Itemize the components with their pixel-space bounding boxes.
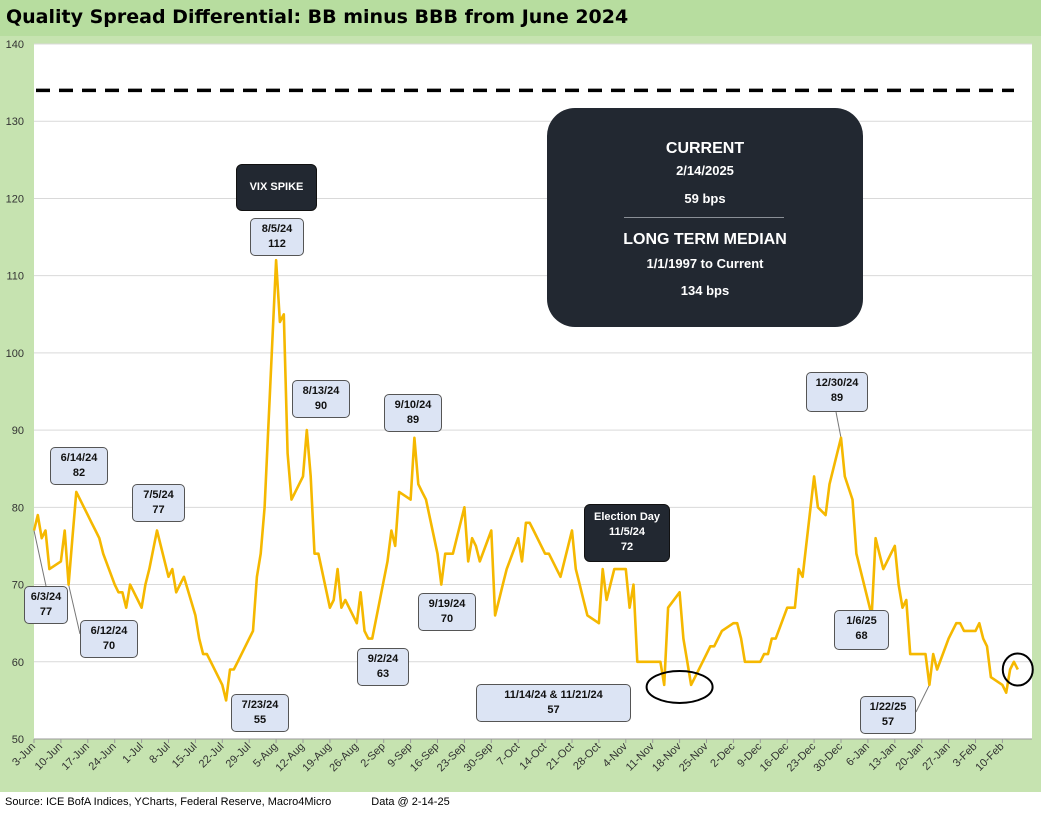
x-tick-label: 10-Jun <box>33 741 65 773</box>
x-tick-label: 22-Jul <box>197 741 227 771</box>
x-tick-label: 1-Jul <box>120 741 145 766</box>
ellipse-nov-lows <box>645 669 714 704</box>
y-tick-label: 50 <box>12 734 24 746</box>
x-tick-label: 23-Sep <box>435 741 469 775</box>
callout-9-2-24: 9/2/24 63 <box>357 648 409 686</box>
callout-6-3-24: 6/3/24 77 <box>24 586 68 624</box>
ellipse-current <box>1001 652 1034 687</box>
callout-12-30-24: 12/30/24 89 <box>806 372 868 412</box>
current-heading: CURRENT <box>665 140 745 157</box>
callout-7-5-24: 7/5/24 77 <box>132 484 185 522</box>
callout-8-5-24: 8/5/24 112 <box>250 218 304 256</box>
callout-8-13-24: 8/13/24 90 <box>292 380 350 418</box>
x-tick-label: 21-Oct <box>544 741 576 773</box>
leader-line <box>915 684 930 713</box>
summary-box: CURRENT 2/14/2025 59 bps LONG TERM MEDIA… <box>547 108 863 327</box>
gridlines <box>34 43 1032 740</box>
x-tick-label: 17-Jun <box>60 741 92 773</box>
current-date: 2/14/2025 <box>676 163 734 178</box>
x-tick-label: 14-Oct <box>517 741 549 773</box>
source-note: Source: ICE BofA Indices, YCharts, Feder… <box>5 796 332 808</box>
callout-6-12-24: 6/12/24 70 <box>80 620 138 658</box>
y-tick-label: 80 <box>12 502 24 514</box>
x-tick-label: 10-Feb <box>973 741 1006 774</box>
election-title: Election Day <box>593 511 661 523</box>
callout-9-10-24: 9/10/24 89 <box>384 394 442 432</box>
current-value: 59 bps <box>684 191 726 206</box>
callout-leaders <box>33 411 930 713</box>
y-tick-label: 60 <box>12 657 24 669</box>
x-tick-label: 30-Dec <box>812 740 846 774</box>
election-day-callout: Election Day 11/5/24 72 <box>584 504 670 562</box>
leader-line <box>33 530 47 587</box>
x-tick-label: 19-Aug <box>300 741 334 775</box>
x-tick-label: 24-Jun <box>87 741 119 773</box>
x-tick-label: 29-Jul <box>224 741 254 771</box>
data-date-note: Data @ 2-14-25 <box>371 796 450 808</box>
median-heading: LONG TERM MEDIAN <box>623 231 787 248</box>
median-value: 134 bps <box>680 283 730 298</box>
election-date: 11/5/24 <box>608 526 646 538</box>
y-tick-label: 130 <box>6 116 24 128</box>
median-range: 1/1/1997 to Current <box>646 256 764 271</box>
callout-1-22-25: 1/22/25 57 <box>860 696 916 734</box>
y-tick-label: 110 <box>6 271 24 283</box>
y-tick-label: 120 <box>6 193 24 205</box>
callout-11-14-24: 11/14/24 & 11/21/24 57 <box>476 684 631 722</box>
x-tick-label: 18-Nov <box>650 740 684 774</box>
y-tick-label: 70 <box>12 580 24 592</box>
x-tick-label: 15-Jul <box>170 741 200 771</box>
x-tick-label: 26-Aug <box>327 741 361 775</box>
vix-spike-label: VIX SPIKE <box>236 164 317 211</box>
x-tick-label: 2-Dec <box>708 740 738 770</box>
callout-7-23-24: 7/23/24 55 <box>231 694 289 732</box>
x-tick-label: 13-Jan <box>867 741 899 773</box>
callout-1-6-25: 1/6/25 68 <box>834 610 889 650</box>
y-tick-label: 90 <box>12 425 24 437</box>
y-tick-label: 140 <box>6 39 24 51</box>
x-tick-label: 12-Aug <box>274 741 308 775</box>
x-tick-label: 28-Oct <box>571 741 603 773</box>
x-tick-label: 16-Sep <box>408 741 442 775</box>
x-tick-label: 20-Jan <box>894 741 926 773</box>
summary-divider <box>624 217 784 218</box>
leader-line <box>835 411 842 438</box>
y-tick-label: 100 <box>6 348 24 360</box>
x-tick-label: 23-Dec <box>785 740 819 774</box>
title-bar: Quality Spread Differential: BB minus BB… <box>0 0 1041 36</box>
x-tick-label: 25-Nov <box>677 740 711 774</box>
series-line <box>32 258 1019 702</box>
callout-6-14-24: 6/14/24 82 <box>50 447 108 485</box>
x-tick-label: 2-Sep <box>359 741 388 770</box>
leader-line <box>68 584 81 635</box>
footer: Source: ICE BofA Indices, YCharts, Feder… <box>5 796 450 808</box>
x-tick-label: 30-Sep <box>462 741 496 775</box>
x-tick-label: 16-Dec <box>758 740 792 774</box>
callout-9-19-24: 9/19/24 70 <box>418 593 476 631</box>
election-value: 72 <box>620 541 634 553</box>
y-axis-ticks: 50 60 70 80 90 100 110 120 130 140 <box>6 39 24 746</box>
x-tick-label: 27-Jan <box>920 741 952 773</box>
highlight-ellipses <box>645 652 1034 704</box>
chart-title: Quality Spread Differential: BB minus BB… <box>6 6 629 28</box>
